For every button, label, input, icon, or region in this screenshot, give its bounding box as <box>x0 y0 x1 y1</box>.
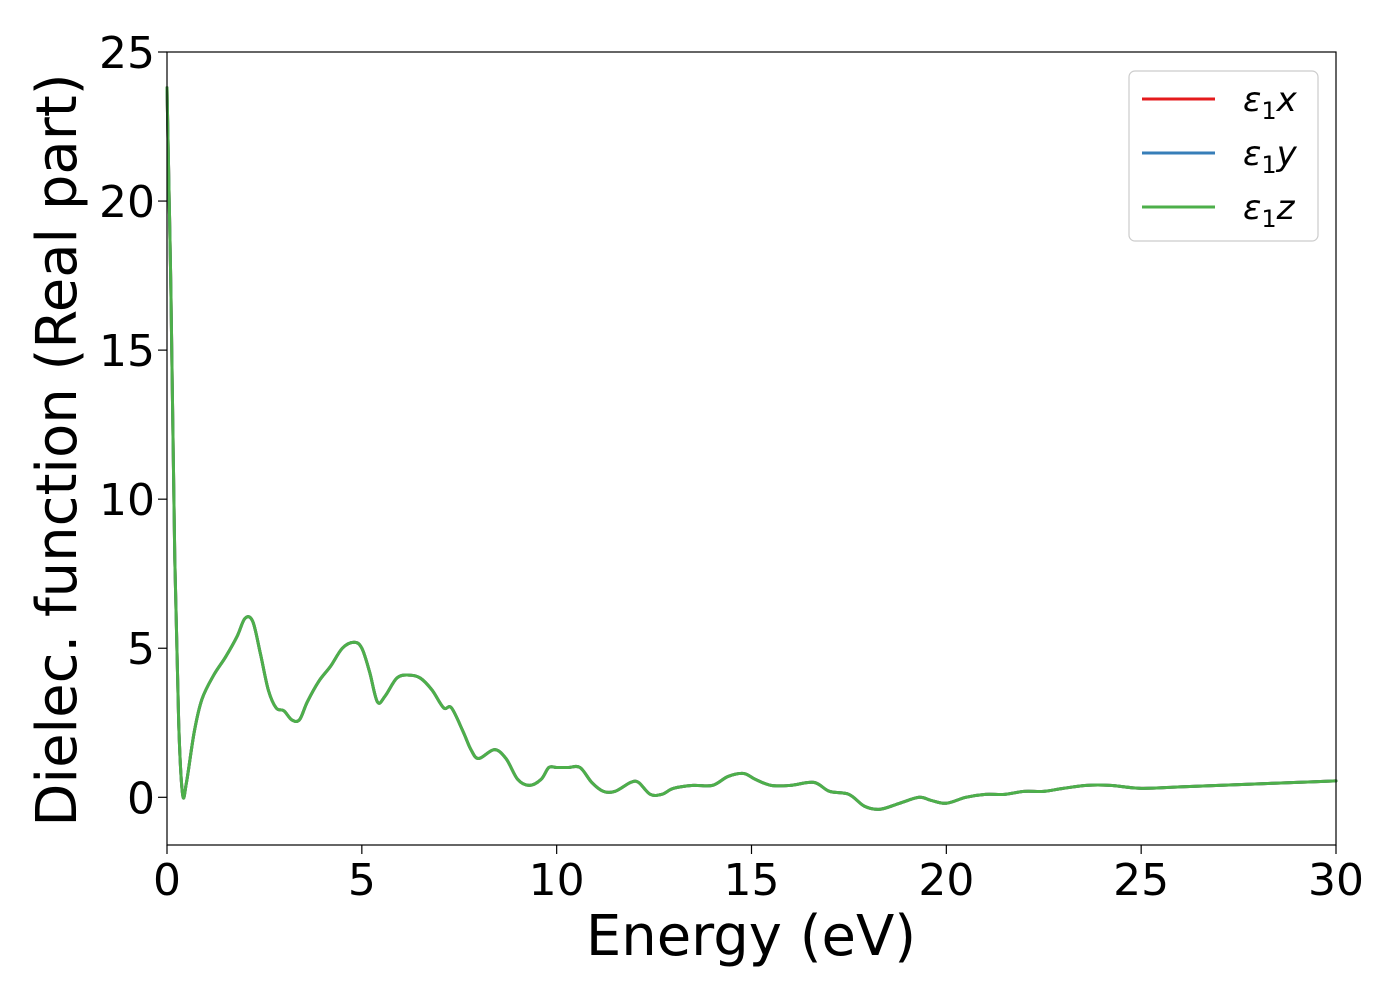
y-tick-label: 5 <box>127 624 155 675</box>
y-axis-title: Dielec. function (Real part) <box>25 73 90 826</box>
legend-box <box>1128 70 1319 242</box>
y-tick-label: 25 <box>99 28 155 79</box>
x-tick-label: 0 <box>153 855 181 906</box>
x-tick-label: 20 <box>918 855 974 906</box>
y-tick-label: 20 <box>99 177 155 228</box>
y-tick-label: 15 <box>99 326 155 377</box>
y-axis-ticks: 0 5 10 15 20 25 <box>99 28 167 824</box>
x-tick-label: 10 <box>529 855 585 906</box>
legend-label-z: ε1z <box>1243 188 1296 233</box>
legend-label-y: ε1y <box>1243 134 1298 179</box>
y-tick-label: 0 <box>127 773 155 824</box>
x-axis-ticks: 0 5 10 15 20 25 30 <box>153 845 1364 906</box>
x-tick-label: 5 <box>348 855 376 906</box>
series-line-z <box>165 86 1338 811</box>
x-tick-label: 15 <box>724 855 780 906</box>
x-axis-title: Energy (eV) <box>586 904 916 969</box>
series-layer <box>165 86 1338 811</box>
x-tick-label: 30 <box>1308 855 1364 906</box>
legend-label-x: ε1x <box>1243 80 1298 125</box>
legend: ε1x ε1y ε1z <box>1128 70 1319 242</box>
y-tick-label: 10 <box>99 475 155 526</box>
x-tick-label: 25 <box>1113 855 1169 906</box>
